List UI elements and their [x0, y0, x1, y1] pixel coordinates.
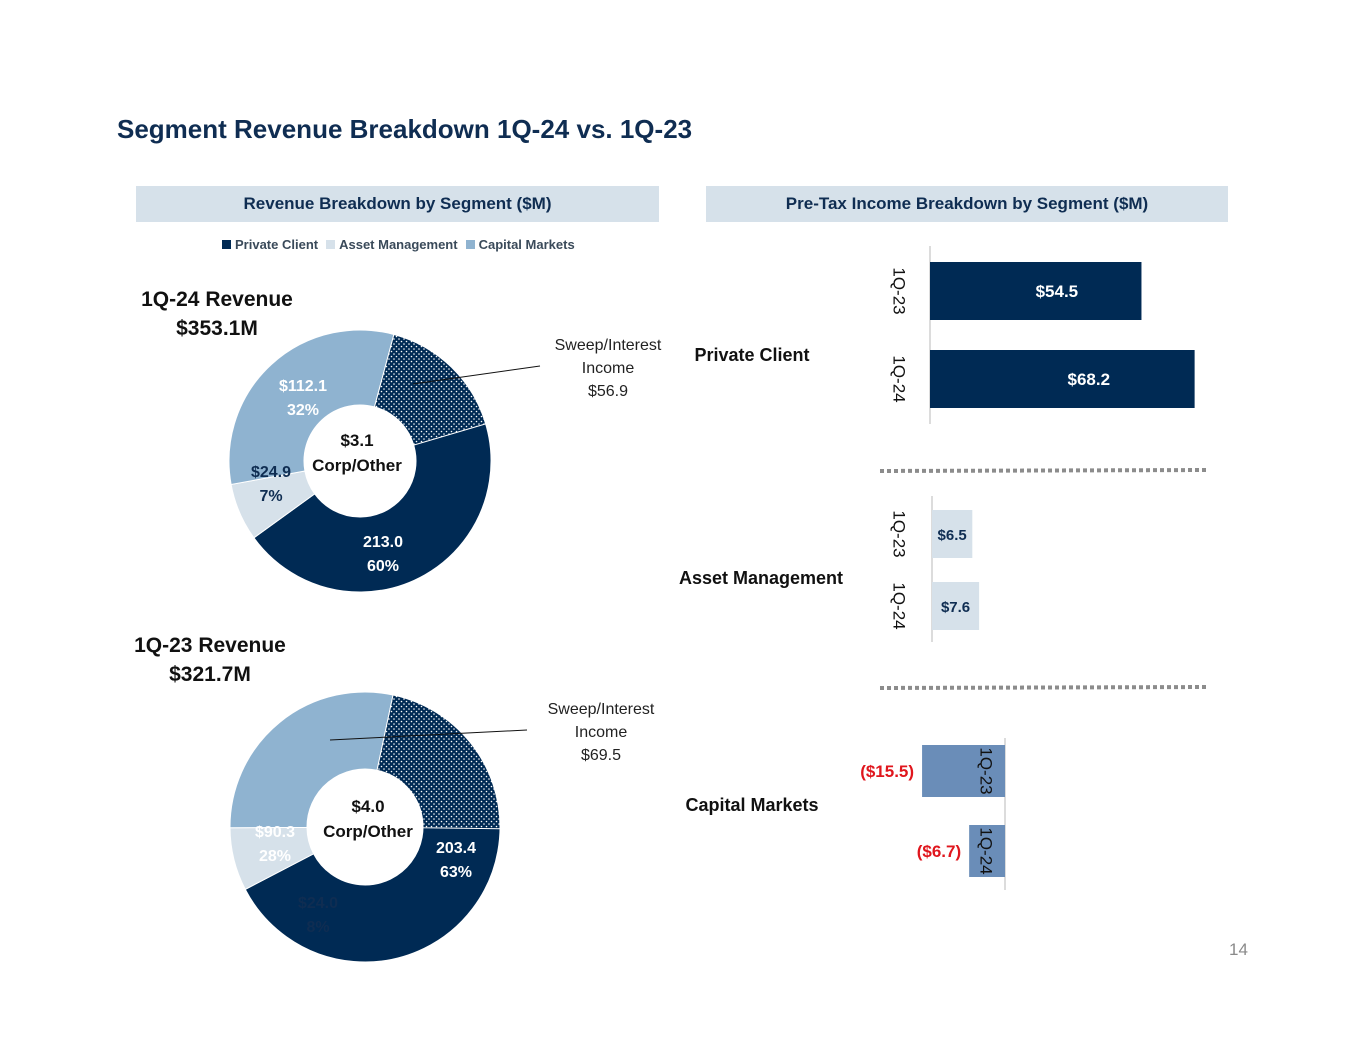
legend-item-private-client: Private Client: [222, 237, 318, 252]
bar-group-label: Capital Markets: [685, 795, 818, 815]
bar: [969, 825, 1005, 877]
donut-1q23-title: 1Q-23 Revenue $321.7M: [110, 631, 310, 689]
legend-swatch: [326, 240, 336, 249]
donut-value-label: $24.9: [251, 464, 291, 481]
donut-pct-label: 8%: [306, 919, 329, 936]
donut-center-value: $4.0: [351, 797, 384, 816]
callout-label: $69.5: [581, 747, 621, 764]
bar-period-label: 1Q-23: [890, 510, 909, 557]
page-number: 14: [1229, 940, 1248, 959]
group-divider: [879, 468, 1209, 473]
bar: [930, 350, 1195, 408]
bar-period-label: 1Q-24: [977, 827, 996, 874]
callout-label: Income: [582, 360, 635, 377]
bar-group-label: Private Client: [694, 345, 809, 365]
donut-value-label: $112.1: [279, 378, 327, 395]
bar: [932, 582, 980, 630]
donut-slice-capital-markets: [228, 329, 395, 486]
callout-label: $56.9: [588, 383, 628, 400]
legend-label: Capital Markets: [478, 237, 575, 252]
bar: [922, 745, 1005, 797]
bar-value-label: ($6.7): [917, 842, 961, 861]
donut-pct-label: 32%: [287, 402, 319, 419]
donut-center-label: Corp/Other: [312, 456, 402, 475]
donut-chart-1q24: 213.0 60% $24.9 7% $112.1 32% $3.1 Corp/Other Sw…: [228, 329, 662, 593]
bar-period-label: 1Q-23: [977, 747, 996, 794]
legend-label: Private Client: [235, 237, 319, 252]
donut-title-line: 1Q-24 Revenue: [141, 288, 293, 311]
bar-period-label: 1Q-24: [890, 582, 909, 629]
revenue-breakdown-header: Revenue Breakdown by Segment ($M): [136, 186, 659, 222]
donut-total: $353.1M: [176, 317, 258, 340]
callout-label: Sweep/Interest: [548, 701, 655, 718]
callout-label: Sweep/Interest: [555, 337, 662, 354]
donut-value-label: 213.0: [363, 534, 403, 551]
group-divider: [879, 685, 1209, 690]
bar-value-label: $6.5: [938, 527, 967, 544]
bar-value-label: $68.2: [1067, 370, 1110, 389]
bar-value-label: $54.5: [1036, 282, 1079, 301]
page-title: Segment Revenue Breakdown 1Q-24 vs. 1Q-2…: [117, 114, 693, 144]
donut-total: $321.7M: [169, 663, 251, 686]
legend-swatch: [465, 240, 475, 249]
donut-value-label: 203.4: [436, 840, 476, 857]
donut-pct-label: 63%: [440, 864, 472, 881]
donut-pct-label: 60%: [367, 558, 399, 575]
legend-label: Asset Management: [339, 237, 458, 252]
pretax-bar-chart: Private Client $54.5 1Q-23 $68.2 1Q-24 Asset …: [679, 246, 1209, 890]
pretax-income-header: Pre-Tax Income Breakdown by Segment ($M): [706, 186, 1228, 222]
donut-pct-label: 7%: [259, 488, 282, 505]
donut-title-line: 1Q-23 Revenue: [134, 634, 286, 657]
legend-item-asset-management: Asset Management: [326, 237, 458, 252]
bar-period-label: 1Q-24: [890, 355, 909, 402]
donut-chart-1q23: 203.4 63% $24.0 8% $90.3 28% $4.0 Corp/Other Swe…: [229, 691, 655, 963]
bar-value-label: ($15.5): [860, 762, 914, 781]
donut-pct-label: 28%: [259, 848, 291, 865]
callout-line: [329, 729, 528, 741]
legend-item-capital-markets: Capital Markets: [465, 237, 575, 252]
donut-value-label: $90.3: [255, 824, 295, 841]
donut-slice-sweep-interest: [373, 333, 487, 446]
bar-group-label: Asset Management: [679, 568, 843, 588]
donut-center-value: $3.1: [340, 431, 373, 450]
bar-period-label: 1Q-23: [890, 267, 909, 314]
callout-label: Income: [575, 724, 628, 741]
donut-slice-sweep-interest: [376, 694, 501, 830]
bar-value-label: $7.6: [941, 599, 970, 616]
donut-slice-capital-markets: [229, 691, 394, 829]
bar: [930, 262, 1142, 320]
donut-1q24-title: 1Q-24 Revenue $353.1M: [117, 285, 317, 343]
bar: [932, 510, 973, 558]
donut-value-label: $24.0: [298, 895, 338, 912]
legend-swatch: [222, 240, 231, 249]
revenue-legend: Private Client Asset Management Capital …: [222, 237, 575, 252]
callout-line: [412, 365, 541, 385]
donut-center-label: Corp/Other: [323, 822, 413, 841]
